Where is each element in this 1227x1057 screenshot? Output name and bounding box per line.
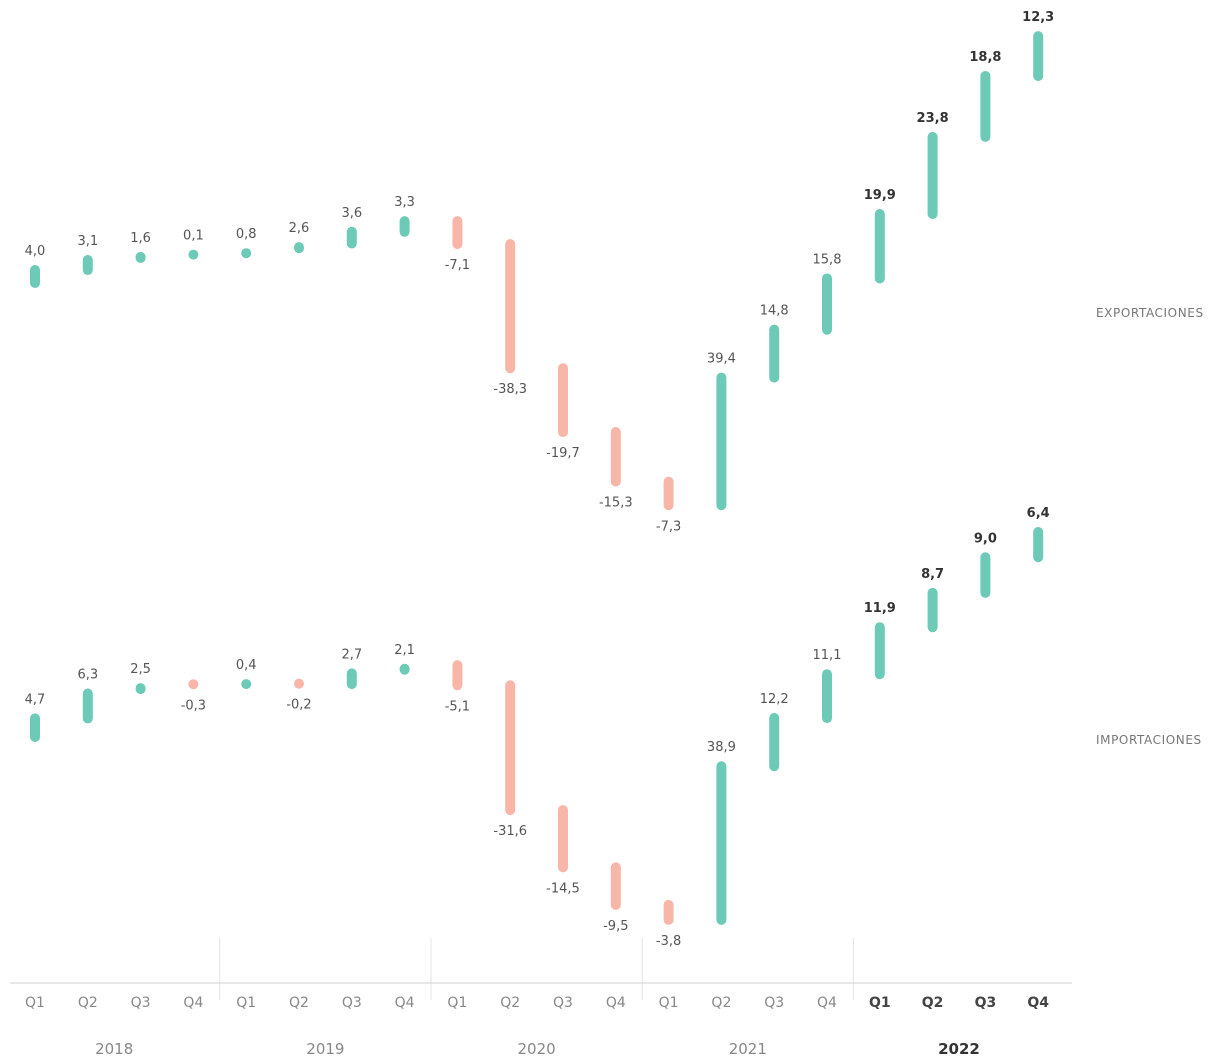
data-label: -0,3 <box>181 698 206 713</box>
quarter-tick-label: Q3 <box>975 995 997 1011</box>
year-separators <box>219 938 854 1000</box>
data-label: -38,3 <box>493 382 527 397</box>
quarter-tick-label: Q1 <box>236 995 256 1011</box>
data-label: 19,9 <box>864 188 896 203</box>
data-label: 3,1 <box>77 234 98 249</box>
data-label: -15,3 <box>599 496 633 511</box>
data-label: 8,7 <box>921 567 944 582</box>
year-label: 2020 <box>518 1040 556 1057</box>
data-label: 6,3 <box>77 668 98 683</box>
data-label: 39,4 <box>707 352 736 367</box>
year-label: 2018 <box>95 1040 133 1057</box>
data-label: -14,5 <box>546 881 580 896</box>
data-label: 23,8 <box>917 111 949 126</box>
data-label: 4,0 <box>25 244 46 259</box>
data-label: 0,8 <box>236 227 257 242</box>
data-label: 3,6 <box>341 206 362 221</box>
quarter-tick-label: Q1 <box>447 995 467 1011</box>
data-label: 11,1 <box>813 648 842 663</box>
x-axis: Q1 Q2 Q3 Q4 Q1 Q2 Q3 Q4 Q1 Q2 Q3 Q4 Q1 Q2 Q3 Q4 Q1 Q2 Q3 Q4… <box>25 995 1049 1057</box>
year-label: 2021 <box>729 1040 767 1057</box>
quarter-tick-label: Q4 <box>606 995 626 1011</box>
data-label: 2,7 <box>341 647 362 662</box>
data-label: 15,8 <box>813 252 842 267</box>
quarter-tick-label: Q4 <box>183 995 203 1011</box>
quarter-tick-label: Q1 <box>869 995 891 1011</box>
quarter-tick-label: Q2 <box>289 995 309 1011</box>
data-label: 0,1 <box>183 229 204 244</box>
quarter-tick-label: Q4 <box>817 995 837 1011</box>
series-importaciones: 4,7 6,3 2,5 -0,3 0,4 -0,2 2,7 2,1 -5,1 -31,6 -14,5… <box>25 506 1050 949</box>
data-label: 1,6 <box>130 231 151 246</box>
quarter-tick-label: Q3 <box>553 995 573 1011</box>
quarter-tick-label: Q2 <box>922 995 944 1011</box>
series-exportaciones: 4,0 3,1 1,6 0,1 0,8 2,6 3,6 3,3 -7,1 -38,3 -19,7 -1… <box>25 10 1055 534</box>
data-label: -31,6 <box>493 824 527 839</box>
data-label: 2,6 <box>289 221 310 236</box>
year-label: 2022 <box>938 1040 980 1057</box>
series-layer: 4,0 3,1 1,6 0,1 0,8 2,6 3,6 3,3 -7,1 -38,3 -19,7 -1… <box>25 10 1055 949</box>
data-label: 18,8 <box>969 50 1001 65</box>
quarter-tick-label: Q3 <box>131 995 151 1011</box>
data-label: 4,7 <box>25 692 46 707</box>
series-label-importaciones: IMPORTACIONES <box>1096 733 1202 747</box>
quarter-tick-label: Q3 <box>342 995 362 1011</box>
data-label: 38,9 <box>707 740 736 755</box>
data-label: -7,1 <box>445 258 470 273</box>
data-label: -19,7 <box>546 446 580 461</box>
series-label-exportaciones: EXPORTACIONES <box>1096 306 1204 320</box>
data-label: -3,8 <box>656 934 681 949</box>
quarter-tick-label: Q1 <box>659 995 679 1011</box>
year-label: 2019 <box>306 1040 344 1057</box>
data-label: 12,3 <box>1022 10 1054 25</box>
quarter-tick-label: Q1 <box>25 995 45 1011</box>
data-label: -0,2 <box>286 698 311 713</box>
quarter-tick-label: Q4 <box>395 995 415 1011</box>
data-label: 14,8 <box>760 304 789 319</box>
quarter-tick-label: Q3 <box>764 995 784 1011</box>
quarter-tick-label: Q2 <box>78 995 98 1011</box>
data-label: 3,3 <box>394 195 415 210</box>
data-label: 9,0 <box>974 531 997 546</box>
data-label: -9,5 <box>603 919 628 934</box>
quarter-tick-label: Q2 <box>500 995 520 1011</box>
data-label: 0,4 <box>236 658 257 673</box>
data-label: 12,2 <box>760 692 789 707</box>
quarter-tick-label: Q2 <box>711 995 731 1011</box>
data-label: -5,1 <box>445 699 470 714</box>
quarter-tick-label: Q4 <box>1027 995 1049 1011</box>
data-label: 6,4 <box>1027 506 1050 521</box>
data-label: 2,1 <box>394 643 415 658</box>
data-label: 2,5 <box>130 662 151 677</box>
data-label: 11,9 <box>864 601 896 616</box>
data-label: -7,3 <box>656 519 681 534</box>
